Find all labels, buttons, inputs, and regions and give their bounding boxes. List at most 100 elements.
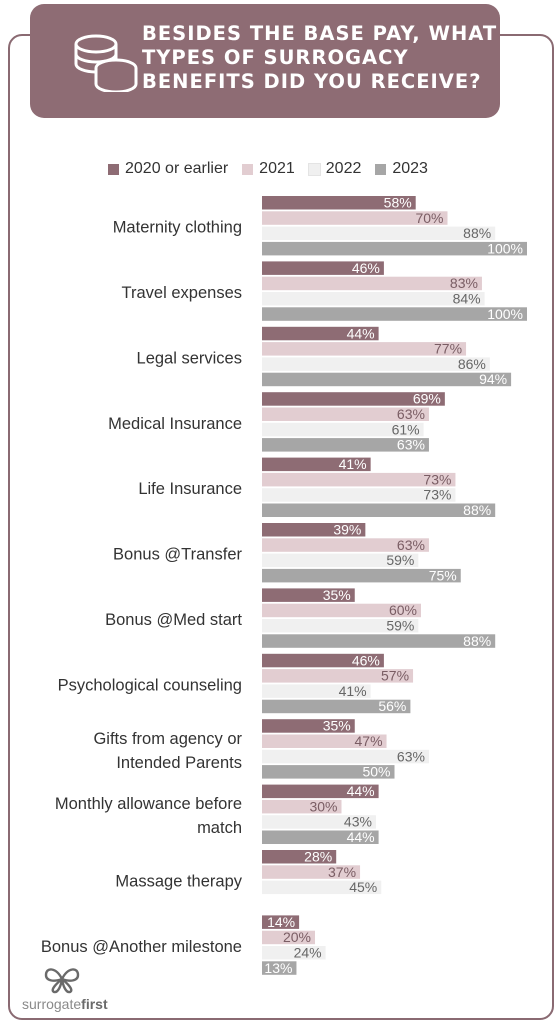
data-label: 57% — [381, 668, 409, 684]
data-label: 59% — [386, 618, 414, 634]
title-banner: BESIDES THE BASE PAY, WHAT TYPES OF SURR… — [30, 4, 500, 118]
bar — [262, 553, 419, 568]
logo-text: surrogatefirst — [22, 996, 108, 1012]
bar — [262, 523, 366, 537]
category-label: Intended Parents — [116, 754, 242, 772]
bar — [262, 241, 527, 256]
logo-text-bold: first — [81, 996, 108, 1012]
data-label: 46% — [352, 652, 380, 668]
data-label: 56% — [378, 698, 406, 714]
bar — [262, 326, 379, 341]
bar — [262, 588, 355, 602]
bar — [262, 734, 387, 748]
category-label: Psychological counseling — [58, 676, 242, 694]
bar — [262, 946, 326, 960]
category-label: Bonus @Transfer — [113, 546, 242, 564]
data-label: 59% — [386, 552, 414, 568]
bar — [262, 699, 411, 714]
category-label: Maternity clothing — [113, 219, 242, 237]
bar — [262, 211, 448, 225]
bar — [262, 457, 371, 472]
data-label: 88% — [463, 502, 491, 518]
category-label: Travel expenses — [122, 284, 242, 302]
bar — [262, 765, 395, 779]
bar — [262, 603, 421, 618]
category-label: match — [197, 819, 242, 837]
bar — [262, 653, 384, 668]
data-label: 37% — [328, 864, 356, 880]
coins-icon — [74, 34, 138, 92]
data-label: 83% — [450, 275, 478, 291]
legend: 2020 or earlier 2021 2022 2023 — [108, 158, 442, 180]
legend-swatch-2023 — [375, 163, 387, 175]
category-label: Medical Insurance — [108, 415, 242, 433]
data-label: 69% — [413, 391, 441, 407]
bar — [262, 226, 496, 241]
bar — [262, 503, 496, 517]
bar — [262, 472, 456, 487]
data-label: 88% — [463, 225, 491, 241]
bar — [262, 880, 382, 895]
bar — [262, 850, 337, 864]
legend-item-2020: 2020 or earlier — [108, 160, 228, 178]
bar — [262, 357, 490, 371]
data-label: 100% — [487, 240, 523, 256]
bar — [262, 865, 361, 879]
data-label: 70% — [415, 210, 443, 226]
bar — [262, 488, 456, 502]
bar — [262, 307, 527, 321]
data-label: 20% — [283, 929, 311, 945]
legend-label-2020: 2020 or earlier — [125, 160, 229, 177]
legend-swatch-2022 — [307, 162, 321, 176]
bar — [262, 961, 297, 975]
data-label: 63% — [397, 537, 425, 553]
butterfly-icon — [44, 968, 80, 994]
bar — [262, 619, 419, 633]
bar — [262, 930, 315, 945]
data-label: 43% — [344, 814, 372, 830]
data-label: 63% — [397, 437, 425, 453]
data-label: 30% — [309, 798, 337, 814]
data-label: 14% — [267, 914, 295, 930]
data-label: 39% — [333, 522, 361, 538]
category-label: Legal services — [137, 349, 242, 367]
bar — [262, 392, 445, 406]
bar — [262, 538, 429, 552]
data-label: 88% — [463, 633, 491, 649]
bar — [262, 669, 414, 683]
data-label: 73% — [423, 471, 451, 487]
title-line-1: BESIDES THE BASE PAY, WHAT — [142, 22, 498, 45]
bar — [262, 684, 371, 698]
category-label: Bonus @Med start — [105, 611, 242, 629]
data-label: 44% — [347, 829, 375, 845]
data-label: 63% — [397, 748, 425, 764]
legend-label-2023: 2023 — [392, 160, 428, 177]
legend-item-2021: 2021 — [242, 160, 295, 178]
bar — [262, 815, 376, 829]
bar — [262, 372, 512, 387]
data-label: 28% — [304, 849, 332, 865]
data-label: 75% — [429, 567, 457, 583]
bar — [262, 830, 379, 844]
legend-swatch-2020 — [108, 163, 119, 175]
brand-logo: surrogatefirst — [22, 962, 122, 1018]
title-line-2: TYPES OF SURROGACY — [142, 46, 409, 69]
legend-item-2022: 2022 — [307, 160, 362, 178]
legend-item-2023: 2023 — [375, 160, 428, 178]
data-label: 35% — [323, 718, 351, 734]
category-label: Monthly allowance before — [55, 795, 242, 813]
bar — [262, 568, 461, 583]
legend-label-2022: 2022 — [325, 160, 362, 177]
data-label: 41% — [339, 683, 367, 699]
bar — [262, 196, 416, 210]
data-label: 44% — [347, 325, 375, 341]
data-label: 100% — [487, 306, 523, 322]
category-label: Massage therapy — [115, 873, 242, 891]
category-label: Gifts from agency or — [93, 730, 242, 748]
data-label: 61% — [392, 421, 420, 437]
data-label: 46% — [352, 260, 380, 276]
data-label: 47% — [355, 733, 383, 749]
title-line-3: BENEFITS DID YOU RECEIVE? — [142, 70, 482, 93]
bar — [262, 634, 496, 648]
